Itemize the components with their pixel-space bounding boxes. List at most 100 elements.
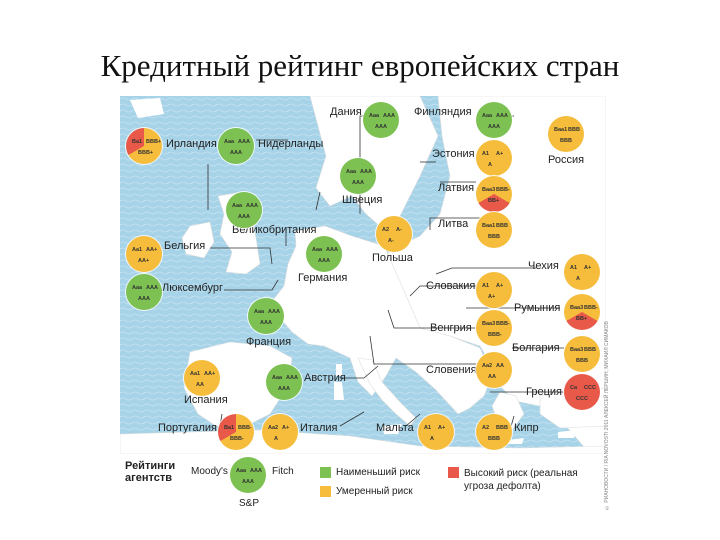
rating-value: Aaa xyxy=(346,169,357,175)
rating-value: AAA xyxy=(268,309,280,315)
rating-badge-ireland: Ba1 BBB+ BBB+ xyxy=(126,128,162,164)
label-sweden: Швеция xyxy=(342,194,383,206)
rating-value: AAA xyxy=(375,124,387,130)
rating-value: BBB xyxy=(488,234,500,240)
rating-value: A xyxy=(576,276,580,282)
rating-badge-austria: Aaa AAA AAA xyxy=(266,364,302,400)
rating-value: A+ xyxy=(488,294,496,300)
rating-badge-italy: Aa2 A+ A xyxy=(262,414,298,450)
rating-value: Aaa xyxy=(369,113,380,119)
rating-value: BBB- xyxy=(496,187,510,193)
rating-value: CCC xyxy=(576,396,588,402)
rating-value: AA+ xyxy=(138,258,150,264)
legend-sample-badge: Aaa AAA AAA xyxy=(230,457,266,493)
rating-badge-germany: Aaa AAA AAA xyxy=(306,236,342,272)
label-cyprus: Кипр xyxy=(514,422,539,434)
rating-value: Aaa xyxy=(272,375,283,381)
label-luxembourg: Люксембург xyxy=(162,282,224,294)
rating-value: A2 xyxy=(482,425,490,431)
rating-value: Baa1 xyxy=(482,223,496,229)
rating-badge-lithuania: Baa1 BBB BBB xyxy=(476,212,512,248)
rating-value: BB+ xyxy=(488,198,500,204)
rating-badge-poland: A2 A- A- xyxy=(376,216,412,252)
label-portugal: Португалия xyxy=(158,422,217,434)
label-hungary: Венгрия xyxy=(430,322,472,334)
rating-value: Aaa xyxy=(232,203,243,209)
rating-badge-greece: Ca CCC CCC xyxy=(564,374,600,410)
rating-value: Aaa xyxy=(254,309,265,315)
label-estonia: Эстония xyxy=(432,148,475,160)
rating-badge-finland: Aaa AAA AAA xyxy=(476,102,512,138)
rating-value: AAA xyxy=(352,180,364,186)
rating-value: BBB- xyxy=(488,332,502,338)
rating-value: A xyxy=(488,162,492,168)
rating-value: BBB- xyxy=(496,321,510,327)
rating-value: AAA xyxy=(238,214,250,220)
page-title: Кредитный рейтинг европейских стран xyxy=(100,48,620,83)
label-greece: Греция xyxy=(526,386,562,398)
legend-moderate-risk-swatch xyxy=(320,486,331,497)
rating-value: Aa2 xyxy=(268,425,279,431)
legend-high-risk: Высокий риск (реальная угроза дефолта) xyxy=(464,468,578,492)
rating-value: BBB- xyxy=(238,425,252,431)
rating-badge-czechia: A1 A+ A xyxy=(564,254,600,290)
rating-value: Ba1 xyxy=(132,139,143,145)
legend-low-risk-swatch xyxy=(320,467,331,478)
legend-moderate-risk: Умеренный риск xyxy=(336,486,413,497)
rating-value: A+ xyxy=(584,265,592,271)
legend-sp: S&P xyxy=(239,498,260,509)
label-romania: Румыния xyxy=(514,302,561,314)
label-slovenia: Словения xyxy=(426,364,477,376)
rating-value: AA xyxy=(496,363,504,369)
rating-value: Aa2 xyxy=(482,363,493,369)
label-bulgaria: Болгария xyxy=(512,342,560,354)
rating-badge-hungary: Baa3 BBB- BBB- xyxy=(476,310,512,346)
rating-value: AAA xyxy=(138,296,150,302)
rating-value: AA xyxy=(196,382,204,388)
rating-value: BBB+ xyxy=(146,139,162,145)
rating-value: Ba1 xyxy=(224,425,235,431)
rating-value: BBB xyxy=(584,347,596,353)
rating-value: BBB- xyxy=(230,436,244,442)
rating-value: A+ xyxy=(496,283,504,289)
label-uk: Великобритания xyxy=(232,224,317,236)
rating-value: Baa3 xyxy=(482,187,496,193)
rating-value: Baa3 xyxy=(482,321,496,327)
rating-value: BBB xyxy=(560,138,572,144)
rating-value: Aa1 xyxy=(132,247,143,253)
rating-badge-belgium: Aa1 AA+ AA+ xyxy=(126,236,162,272)
rating-value: AA xyxy=(488,374,496,380)
legend-fitch: Fitch xyxy=(272,466,294,477)
label-malta: Мальта xyxy=(376,422,414,434)
rating-value: AAA xyxy=(238,139,250,145)
rating-value: BBB xyxy=(488,436,500,442)
rating-badge-malta: A1 A+ A xyxy=(418,414,454,450)
rating-value: A+ xyxy=(496,151,504,157)
rating-value: A xyxy=(430,436,434,442)
rating-value: Aaa xyxy=(224,139,235,145)
rating-value: AAA xyxy=(488,124,500,130)
label-slovakia: Словакия xyxy=(426,280,476,292)
rating-value: BBB xyxy=(576,358,588,364)
rating-badge-portugal: Ba1 BBB- BBB- xyxy=(218,414,254,450)
rating-value: A- xyxy=(396,227,402,233)
rating-value: Aaa xyxy=(236,468,247,474)
rating-badge-spain: Aa1 AA+ AA xyxy=(184,360,220,396)
rating-value: BBB xyxy=(496,223,508,229)
rating-value: A+ xyxy=(438,425,446,431)
rating-value: BBB xyxy=(496,425,508,431)
label-netherlands: Нидерланды xyxy=(258,138,324,150)
rating-badge-netherlands: Aaa AAA AAA xyxy=(218,128,254,164)
rating-value: AAA xyxy=(286,375,298,381)
rating-badge-slovakia: A1 A+ A+ xyxy=(476,272,512,308)
rating-value: BBB xyxy=(568,127,580,133)
rating-value: A1 xyxy=(570,265,578,271)
rating-badge-sweden: Aaa AAA AAA xyxy=(340,158,376,194)
rating-value: AAA xyxy=(250,468,262,474)
rating-badge-cyprus: A2 BBB BBB xyxy=(476,414,512,450)
rating-value: AAA xyxy=(360,169,372,175)
rating-value: Aa1 xyxy=(190,371,201,377)
rating-value: AAA xyxy=(260,320,272,326)
label-poland: Польша xyxy=(372,252,413,264)
rating-value: BBB+ xyxy=(138,150,154,156)
